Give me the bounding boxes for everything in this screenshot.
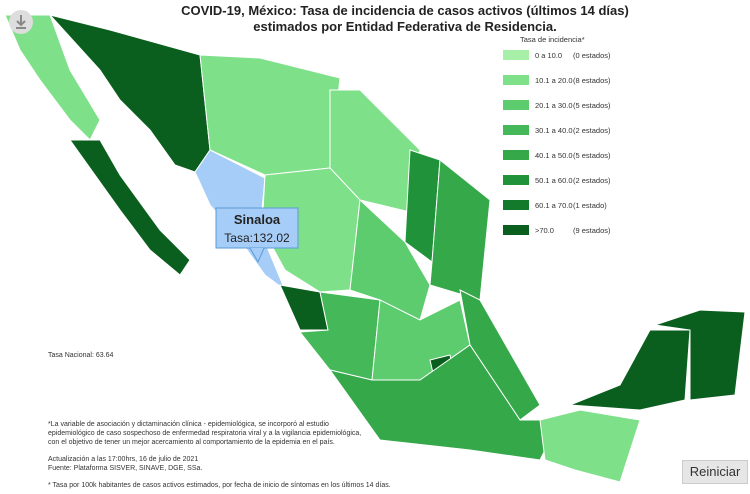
footnote: con el objetivo de tener un mejor acerca… — [48, 439, 335, 446]
footnote: epidemiológico de caso sospechoso de enf… — [48, 430, 361, 437]
download-glyph — [16, 15, 26, 29]
legend-swatch — [503, 100, 529, 110]
legend-count: (0 estados) — [573, 51, 611, 60]
legend-swatch — [503, 75, 529, 85]
legend-label: >70.0 — [535, 226, 554, 235]
legend-count: (2 estados) — [573, 176, 611, 185]
state — [539, 409, 641, 483]
legend-count: (5 estados) — [573, 101, 611, 110]
legend: 0 a 10.0 (0 estados) 10.1 a 20.0 (8 estados… — [503, 50, 611, 235]
legend-count: (8 estados) — [573, 76, 611, 85]
legend-label: 60.1 a 70.0 — [535, 201, 573, 210]
title: COVID-19, México: Tasa de incidencia de … — [181, 3, 629, 18]
title: estimados por Entidad Federativa de Resi… — [253, 19, 556, 34]
map — [4, 14, 746, 483]
footnote: *La variable de asociación y dictaminaci… — [48, 421, 329, 428]
state — [569, 329, 691, 411]
update: Actualización a las 17:00hrs, 16 de juli… — [48, 456, 198, 463]
legend-swatch — [503, 125, 529, 135]
national-rate: Tasa Nacional: 63.64 — [48, 352, 113, 359]
state — [654, 309, 746, 401]
legend-count: (9 estados) — [573, 226, 611, 235]
state — [69, 139, 191, 276]
tooltip: Sinaloa Tasa:132.02 — [215, 207, 299, 264]
legend-swatch — [503, 50, 529, 60]
tooltip-name: Sinaloa — [234, 212, 281, 227]
legend-count: (2 estados) — [573, 126, 611, 135]
legend-count: (1 estado) — [573, 201, 607, 210]
legend-label: 40.1 a 50.0 — [535, 151, 573, 160]
source: Fuente: Plataforma SISVER, SINAVE, DGE, … — [48, 465, 202, 472]
reset-button[interactable]: Reiniciar — [682, 460, 748, 484]
legend-title: Tasa de incidencia* — [520, 35, 585, 44]
legend-label: 0 a 10.0 — [535, 51, 562, 60]
legend-count: (5 estados) — [573, 151, 611, 160]
tooltip-pointer — [249, 247, 265, 264]
legend-label: 50.1 a 60.0 — [535, 176, 573, 185]
legend-label: 30.1 a 40.0 — [535, 126, 573, 135]
state — [48, 14, 211, 173]
note: * Tasa por 100k habitantes de casos acti… — [48, 482, 391, 489]
legend-swatch — [503, 200, 529, 210]
legend-swatch — [503, 225, 529, 235]
legend-swatch — [503, 175, 529, 185]
state — [459, 289, 541, 421]
legend-label: 20.1 a 30.0 — [535, 101, 573, 110]
legend-swatch — [503, 150, 529, 160]
state — [429, 159, 491, 301]
download-button[interactable] — [9, 10, 33, 34]
tooltip-value: Tasa:132.02 — [224, 231, 290, 245]
legend-label: 10.1 a 20.0 — [535, 76, 573, 85]
